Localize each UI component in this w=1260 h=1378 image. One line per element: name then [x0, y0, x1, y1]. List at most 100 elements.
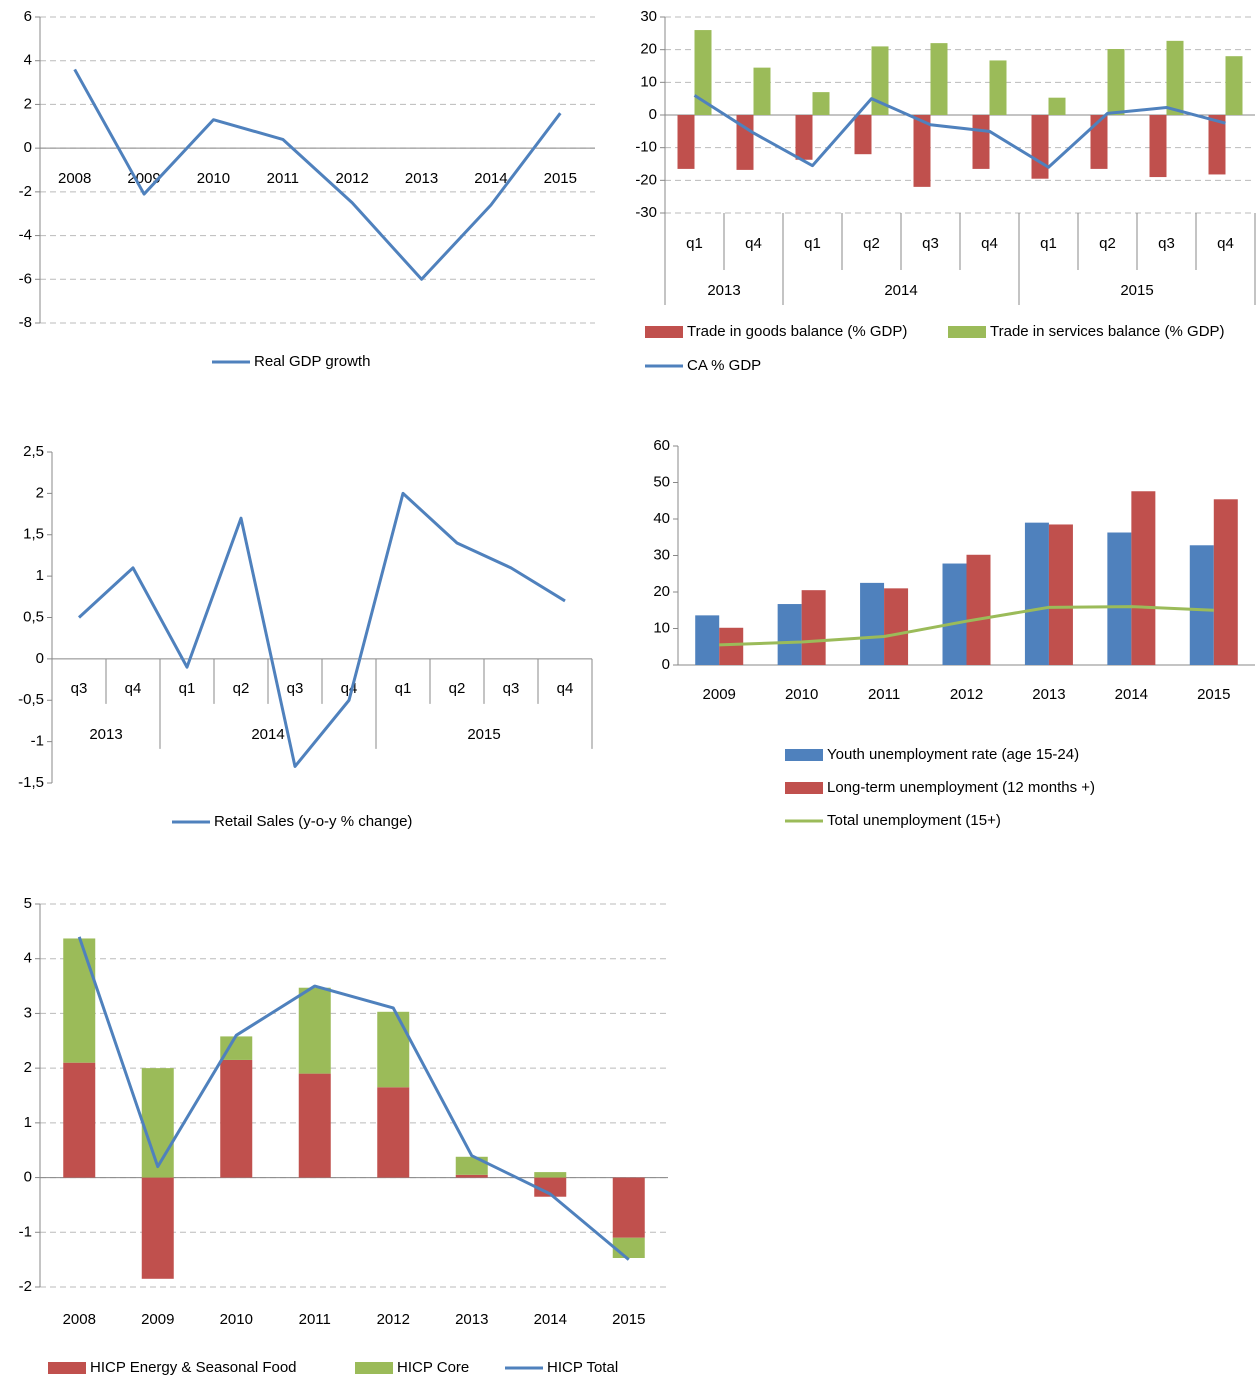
y-tick-label: 1: [36, 567, 44, 584]
y-tick-label: -10: [635, 139, 657, 156]
legend-symbol: [355, 1362, 393, 1374]
x-tick-label: 2012: [377, 1311, 410, 1328]
legend-symbol: [48, 1362, 86, 1374]
x-tick-label: 2011: [267, 170, 299, 187]
legend-label: HICP Core: [397, 1359, 469, 1376]
x-tick-label: 2013: [405, 170, 438, 187]
group-label: 2013: [89, 726, 122, 743]
bar: [612, 1177, 645, 1238]
legend-label: Retail Sales (y-o-y % change): [214, 813, 412, 830]
y-tick-label: 2: [36, 484, 44, 501]
x-tick-label: q4: [125, 680, 142, 697]
legend-label: HICP Total: [547, 1359, 618, 1376]
bar: [1090, 115, 1108, 169]
legend-symbol: [948, 326, 986, 338]
x-tick-label: q4: [557, 680, 574, 697]
bar: [141, 1068, 174, 1178]
bar: [220, 1036, 253, 1060]
bar: [377, 1011, 410, 1088]
bar: [795, 115, 813, 160]
x-tick-label: q2: [233, 680, 250, 697]
y-tick-label: 60: [653, 437, 670, 454]
x-tick-label: q4: [981, 235, 998, 252]
bar: [884, 588, 909, 665]
x-tick-label: q3: [922, 235, 939, 252]
y-tick-label: -1,5: [18, 774, 44, 791]
y-tick-label: 4: [24, 52, 32, 69]
legend-label: Youth unemployment rate (age 15-24): [827, 746, 1079, 763]
bar: [1189, 545, 1214, 665]
x-tick-label: q1: [395, 680, 412, 697]
bar: [1024, 522, 1049, 665]
legend-label: Total unemployment (15+): [827, 812, 1001, 829]
bar: [298, 1073, 331, 1178]
x-tick-label: q1: [804, 235, 821, 252]
bar: [801, 590, 826, 665]
y-tick-label: -2: [19, 1278, 32, 1295]
bar: [942, 563, 967, 665]
y-tick-label: 40: [653, 510, 670, 527]
x-tick-label: 2010: [197, 170, 230, 187]
x-tick-label: 2009: [141, 1311, 174, 1328]
x-tick-label: q4: [745, 235, 762, 252]
group-label: 2015: [467, 726, 500, 743]
bar: [913, 115, 931, 187]
legend-symbol: [645, 326, 683, 338]
y-tick-label: 0: [24, 1169, 32, 1186]
y-tick-label: 20: [640, 41, 657, 58]
bar: [1048, 97, 1066, 115]
bar: [694, 30, 712, 115]
y-tick-label: -6: [19, 270, 32, 287]
y-tick-label: -0,5: [18, 691, 44, 708]
group-label: 2013: [707, 282, 740, 299]
y-tick-label: 3: [24, 1004, 32, 1021]
legend-symbol: [785, 749, 823, 761]
x-tick-label: 2010: [785, 686, 818, 703]
group-label: 2015: [1120, 282, 1153, 299]
x-tick-label: 2015: [612, 1311, 645, 1328]
x-tick-label: q3: [287, 680, 304, 697]
y-tick-label: 1: [24, 1114, 32, 1131]
x-tick-label: 2008: [63, 1311, 96, 1328]
bar: [534, 1177, 567, 1197]
legend-label: Trade in services balance (% GDP): [990, 323, 1225, 340]
y-tick-label: 1,5: [23, 526, 44, 543]
x-tick-label: 2011: [299, 1311, 331, 1328]
x-tick-label: q3: [1158, 235, 1175, 252]
line: [77, 491, 566, 768]
bar: [455, 1156, 488, 1175]
x-tick-label: q1: [686, 235, 703, 252]
bar: [534, 1172, 567, 1178]
x-tick-label: q2: [863, 235, 880, 252]
y-tick-label: 2: [24, 1059, 32, 1076]
bar: [1225, 56, 1243, 115]
bar: [1208, 115, 1226, 175]
legend-label: Real GDP growth: [254, 353, 370, 370]
legend-label: Long-term unemployment (12 months +): [827, 779, 1095, 796]
bar: [377, 1087, 410, 1178]
bar: [753, 67, 771, 115]
y-tick-label: 4: [24, 950, 32, 967]
x-tick-label: 2014: [534, 1311, 567, 1328]
y-tick-label: -2: [19, 183, 32, 200]
x-tick-label: 2012: [336, 170, 369, 187]
bar: [966, 554, 991, 665]
x-tick-label: 2013: [455, 1311, 488, 1328]
bar: [989, 60, 1007, 115]
y-tick-label: 30: [640, 8, 657, 25]
bar: [871, 46, 889, 115]
y-tick-label: 2,5: [23, 443, 44, 460]
y-tick-label: 0: [649, 106, 657, 123]
bar: [63, 938, 96, 1063]
y-tick-label: 6: [24, 8, 32, 25]
x-tick-label: 2008: [58, 170, 91, 187]
x-tick-label: 2013: [1032, 686, 1065, 703]
y-tick-label: -8: [19, 314, 32, 331]
y-tick-label: -4: [19, 227, 32, 244]
x-tick-label: 2015: [544, 170, 577, 187]
bar: [1149, 115, 1167, 178]
y-tick-label: 0,5: [23, 608, 44, 625]
line: [693, 94, 1226, 169]
bar: [1031, 115, 1049, 179]
